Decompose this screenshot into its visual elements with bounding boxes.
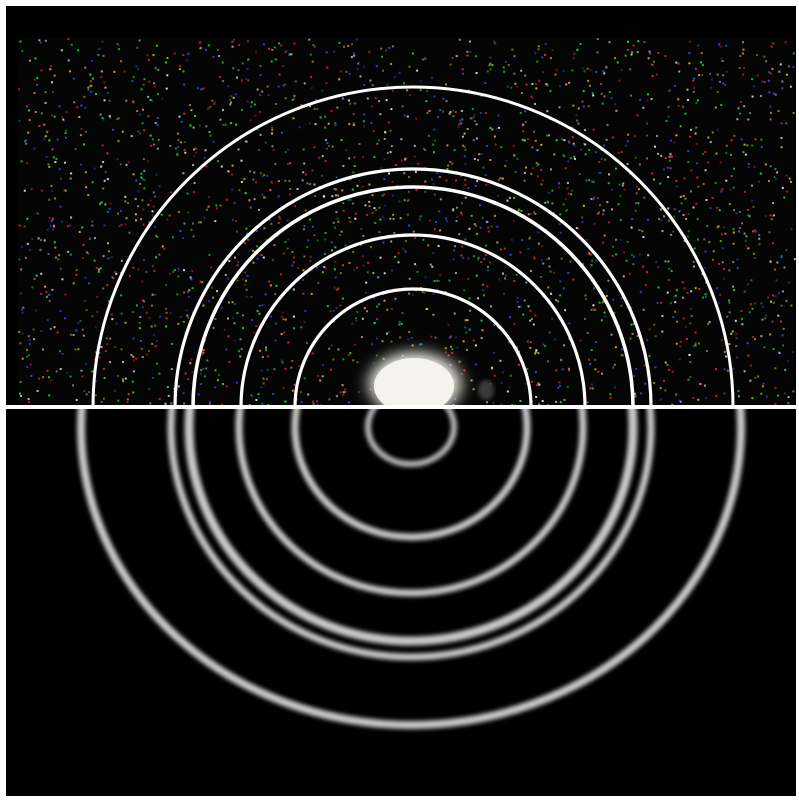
noise-speckles	[18, 38, 796, 407]
sim-ring-4	[184, 407, 638, 646]
noise-field-background	[18, 38, 794, 407]
experimental-half	[18, 38, 796, 407]
exp-ring-2	[239, 233, 587, 407]
divider-line	[6, 405, 796, 409]
diffraction-pattern-image	[6, 6, 796, 796]
sim-ring-3	[235, 407, 587, 597]
sim-ring-2	[291, 407, 531, 541]
exp-ring-5	[91, 85, 735, 407]
simulated-rings	[77, 407, 745, 729]
central-beam	[360, 346, 494, 407]
sim-ring-6	[77, 407, 745, 729]
exp-ring-4	[173, 167, 653, 407]
sim-ring-5	[167, 407, 655, 661]
experimental-rings	[91, 85, 735, 407]
simulated-half	[6, 407, 796, 796]
exp-ring-1	[293, 287, 533, 407]
sim-ring-1	[365, 407, 457, 467]
exp-ring-3	[191, 185, 635, 407]
